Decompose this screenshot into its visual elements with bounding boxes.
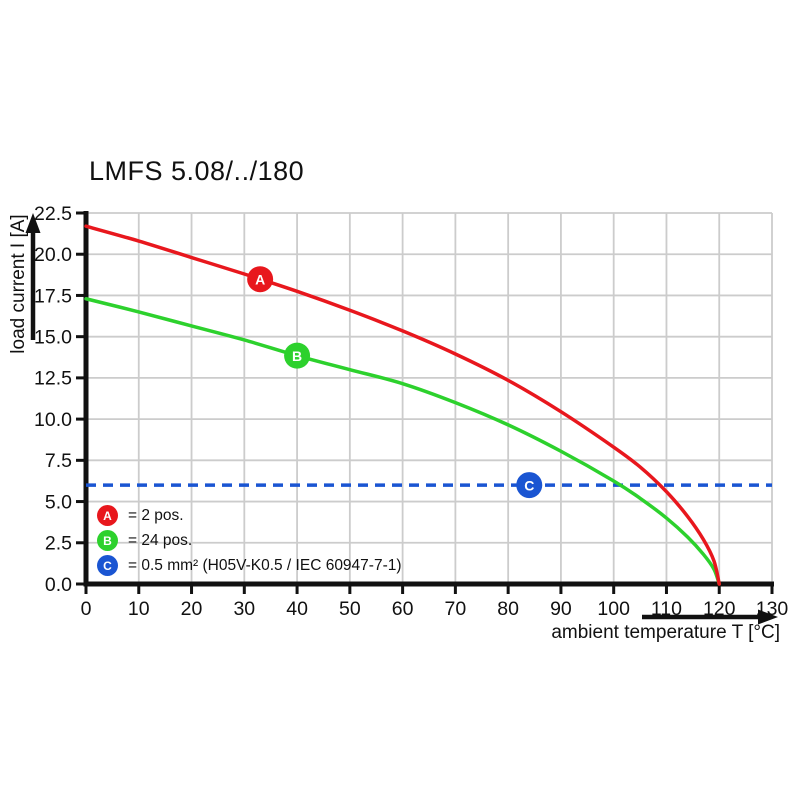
y-tick-label: 0.0 xyxy=(45,574,72,596)
legend-item-A: A = 2 pos. xyxy=(97,503,402,528)
y-tick-label: 2.5 xyxy=(45,533,72,555)
y-tick-label: 22.5 xyxy=(34,203,72,225)
legend-label-C: = 0.5 mm² (H05V-K0.5 / IEC 60947-7-1) xyxy=(128,556,402,574)
legend-label-A: = 2 pos. xyxy=(128,506,184,524)
y-axis-arrow-icon xyxy=(25,213,41,233)
y-tick-label: 12.5 xyxy=(34,368,72,390)
x-tick-label: 120 xyxy=(703,598,736,620)
curve-A xyxy=(84,224,721,586)
y-tick-label: 15.0 xyxy=(34,326,72,348)
x-tick-label: 30 xyxy=(233,598,255,620)
y-tick-label: 5.0 xyxy=(45,491,72,513)
marker-letter-C: C xyxy=(524,477,534,493)
x-tick-label: 110 xyxy=(651,598,682,620)
x-tick-label: 0 xyxy=(81,598,92,620)
y-tick-label: 20.0 xyxy=(34,244,72,266)
x-axis-label: ambient temperature T [°C] xyxy=(551,622,780,643)
x-tick-label: 40 xyxy=(286,598,308,620)
legend-marker-B-icon: B xyxy=(97,530,118,551)
x-tick-label: 20 xyxy=(181,598,203,620)
legend-marker-C-icon: C xyxy=(97,555,118,576)
y-tick-label: 17.5 xyxy=(34,285,72,307)
y-axis-label: load current I [A] xyxy=(8,214,29,354)
x-tick-label: 100 xyxy=(597,598,630,620)
legend-marker-A-icon: A xyxy=(97,505,118,526)
y-tick-label: 7.5 xyxy=(45,450,72,472)
legend-label-B: = 24 pos. xyxy=(128,531,193,549)
x-tick-label: 70 xyxy=(445,598,467,620)
legend-item-B: B = 24 pos. xyxy=(97,528,402,553)
x-tick-label: 90 xyxy=(550,598,572,620)
marker-C xyxy=(516,472,543,499)
marker-B xyxy=(284,342,311,369)
marker-A xyxy=(247,266,274,293)
marker-letter-A: A xyxy=(255,272,265,288)
marker-letter-B: B xyxy=(292,348,302,364)
legend: A = 2 pos. B = 24 pos. C = 0.5 mm² (H05V-K0.5… xyxy=(97,503,402,578)
x-tick-label: 80 xyxy=(497,598,519,620)
x-tick-label: 60 xyxy=(392,598,414,620)
chart-title: LMFS 5.08/../180 xyxy=(89,156,305,186)
x-axis-arrow-icon xyxy=(758,609,778,625)
x-tick-label: 10 xyxy=(128,598,150,620)
y-tick-label: 10.0 xyxy=(34,409,72,431)
x-tick-label: 50 xyxy=(339,598,361,620)
legend-item-C: C = 0.5 mm² (H05V-K0.5 / IEC 60947-7-1) xyxy=(97,553,402,578)
curve-B xyxy=(84,296,721,586)
